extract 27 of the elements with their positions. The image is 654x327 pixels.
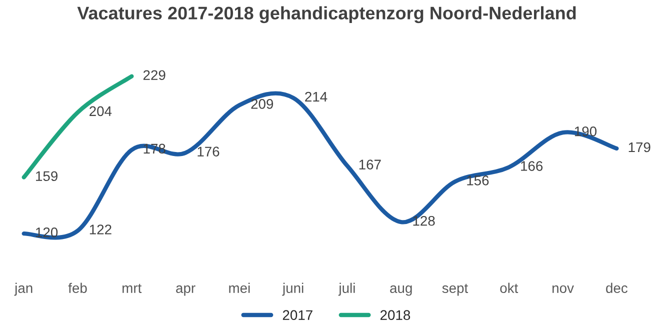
data-label: 166 [521, 161, 543, 171]
x-tick-label: dec [606, 282, 628, 294]
x-tick-label: jan [14, 282, 32, 296]
data-label: 204 [90, 106, 112, 116]
legend-label: 2017 [282, 310, 312, 320]
x-tick-label: sept [442, 284, 468, 296]
data-label: 179 [628, 142, 650, 152]
data-label: 176 [198, 146, 220, 157]
x-tick-label: feb [68, 282, 87, 294]
data-label: 159 [36, 171, 58, 182]
data-label: 156 [467, 176, 489, 186]
x-tick-label: mrt [122, 284, 142, 293]
x-tick-label: mei [229, 282, 250, 294]
data-label: 167 [359, 160, 381, 170]
data-label: 128 [413, 216, 435, 226]
legend-label: 2018 [380, 310, 410, 320]
data-label: 209 [251, 99, 274, 109]
x-tick-label: okt [500, 282, 518, 294]
data-label: 122 [90, 224, 112, 234]
x-tick-label: juli [338, 282, 355, 296]
x-tick-label: nov [552, 285, 574, 294]
x-tick-label: apr [176, 285, 196, 296]
x-tick-label: aug [390, 285, 412, 296]
chart-title: Vacatures 2017-2018 gehandicaptenzorg Noord-Nederland [77, 6, 576, 24]
data-label: 229 [143, 70, 166, 80]
x-tick-label: juni [282, 282, 304, 296]
data-label: 214 [305, 92, 328, 102]
